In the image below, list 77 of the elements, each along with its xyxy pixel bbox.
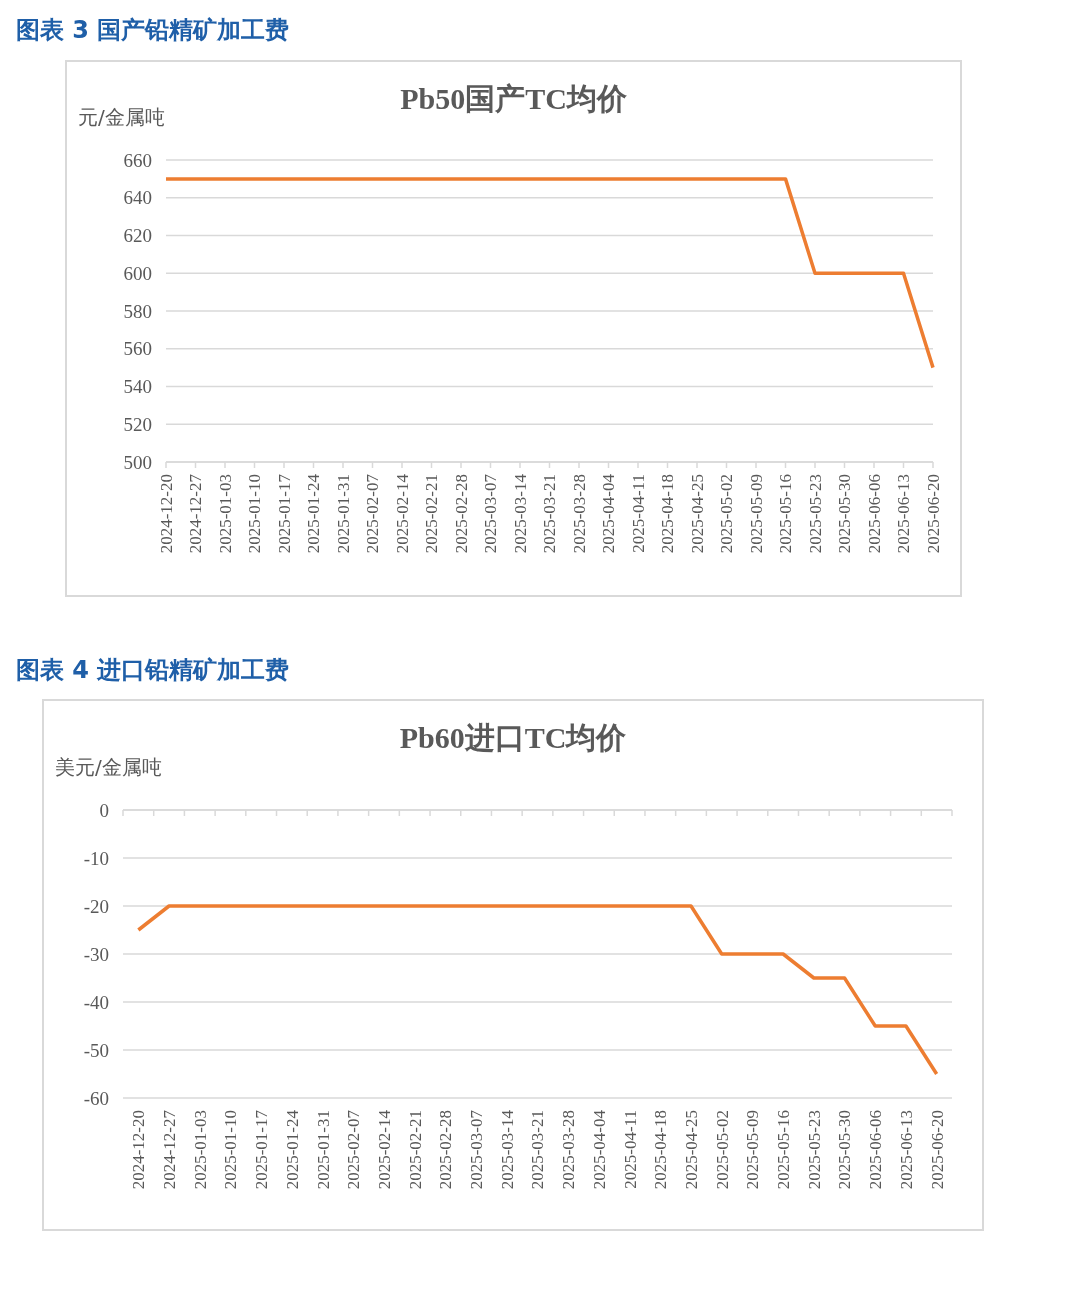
x-tick-label: 2025-01-24: [282, 1109, 302, 1190]
y-tick-label: 0: [99, 799, 109, 821]
x-tick-label: 2025-02-07: [363, 473, 383, 554]
x-tick-label: 2025-03-14: [497, 1109, 517, 1190]
x-tick-label: 2025-02-14: [392, 473, 412, 554]
x-tick-label: 2025-01-17: [274, 473, 294, 554]
y-tick-label: 620: [123, 225, 152, 247]
x-tick-label: 2025-05-02: [712, 1110, 732, 1190]
chart-title: 图表 3 国产铅精矿加工费: [16, 16, 290, 44]
y-tick-label: -10: [83, 847, 109, 869]
chart-subtitle: Pb50国产TC均价: [400, 82, 628, 115]
y-tick-label: -20: [83, 895, 109, 917]
x-tick-label: 2025-06-06: [864, 474, 884, 554]
x-tick-label: 2025-04-25: [681, 1110, 701, 1190]
x-tick-label: 2025-06-13: [896, 1110, 916, 1190]
x-tick-label: 2024-12-20: [129, 1110, 149, 1190]
x-tick-label: 2025-01-31: [313, 1110, 333, 1190]
y-axis-title: 元/金属吨: [78, 105, 165, 129]
x-tick-label: 2025-03-14: [510, 473, 530, 554]
x-tick-label: 2025-03-28: [569, 474, 589, 554]
y-tick-label: 640: [123, 187, 152, 209]
x-tick-label: 2025-01-17: [252, 1109, 272, 1190]
x-tick-label: 2025-06-13: [894, 474, 914, 554]
x-tick-label: 2024-12-27: [186, 473, 206, 554]
x-tick-label: 2025-04-04: [589, 1109, 609, 1190]
x-tick-label: 2025-05-30: [835, 1110, 855, 1190]
x-tick-label: 2025-04-18: [651, 1110, 671, 1190]
x-tick-label: 2024-12-27: [160, 1109, 180, 1190]
x-tick-label: 2025-04-11: [628, 474, 648, 553]
x-tick-label: 2025-01-03: [190, 1110, 210, 1190]
x-tick-label: 2025-02-07: [344, 1109, 364, 1190]
y-tick-label: -50: [83, 1039, 109, 1061]
x-tick-label: 2025-06-06: [866, 1110, 886, 1190]
y-tick-label: 520: [123, 413, 152, 435]
x-tick-label: 2025-02-28: [451, 474, 471, 554]
y-tick-label: 660: [123, 149, 152, 171]
x-tick-label: 2025-04-25: [687, 474, 707, 554]
x-tick-label: 2025-06-20: [923, 474, 943, 554]
x-tick-label: 2025-05-16: [776, 474, 796, 554]
x-tick-label: 2025-05-09: [746, 474, 766, 554]
x-tick-label: 2025-03-28: [559, 1110, 579, 1190]
x-tick-label: 2025-04-11: [620, 1110, 640, 1189]
y-tick-label: 560: [123, 338, 152, 360]
y-tick-label: 500: [123, 451, 152, 473]
y-tick-label: -40: [83, 991, 109, 1013]
y-tick-label: -60: [83, 1087, 109, 1109]
chart-subtitle: Pb60进口TC均价: [399, 721, 628, 754]
x-tick-label: 2025-03-07: [467, 1109, 487, 1190]
x-tick-label: 2025-02-21: [422, 474, 442, 554]
y-tick-label: -30: [83, 943, 109, 965]
x-tick-label: 2025-01-24: [304, 473, 324, 554]
x-tick-label: 2025-03-07: [481, 473, 501, 554]
x-tick-label: 2025-01-10: [245, 474, 265, 554]
x-tick-label: 2025-02-28: [436, 1110, 456, 1190]
x-tick-label: 2025-03-21: [540, 474, 560, 554]
y-tick-label: 580: [123, 300, 152, 322]
x-tick-label: 2025-01-31: [333, 474, 353, 554]
x-tick-label: 2025-03-21: [528, 1110, 548, 1190]
x-tick-label: 2025-01-03: [215, 474, 235, 554]
y-tick-label: 600: [123, 262, 152, 284]
line-series: [136, 904, 939, 1076]
y-tick-label: 540: [123, 376, 152, 398]
x-tick-label: 2025-04-04: [599, 473, 619, 554]
x-tick-label: 2025-02-21: [405, 1110, 425, 1190]
x-tick-label: 2025-05-23: [804, 1110, 824, 1190]
x-tick-label: 2025-05-23: [805, 474, 825, 554]
x-tick-label: 2024-12-20: [156, 474, 176, 554]
x-tick-label: 2025-05-02: [717, 474, 737, 554]
x-tick-label: 2025-02-14: [374, 1109, 394, 1190]
chart-title: 图表 4 进口铅精矿加工费: [16, 656, 290, 684]
x-tick-label: 2025-06-20: [927, 1110, 947, 1190]
x-tick-label: 2025-05-09: [743, 1110, 763, 1190]
x-tick-label: 2025-04-18: [658, 474, 678, 554]
x-tick-label: 2025-05-16: [774, 1110, 794, 1190]
x-tick-label: 2025-01-10: [221, 1110, 241, 1190]
y-axis-title: 美元/金属吨: [55, 755, 162, 779]
x-tick-label: 2025-05-30: [835, 474, 855, 554]
